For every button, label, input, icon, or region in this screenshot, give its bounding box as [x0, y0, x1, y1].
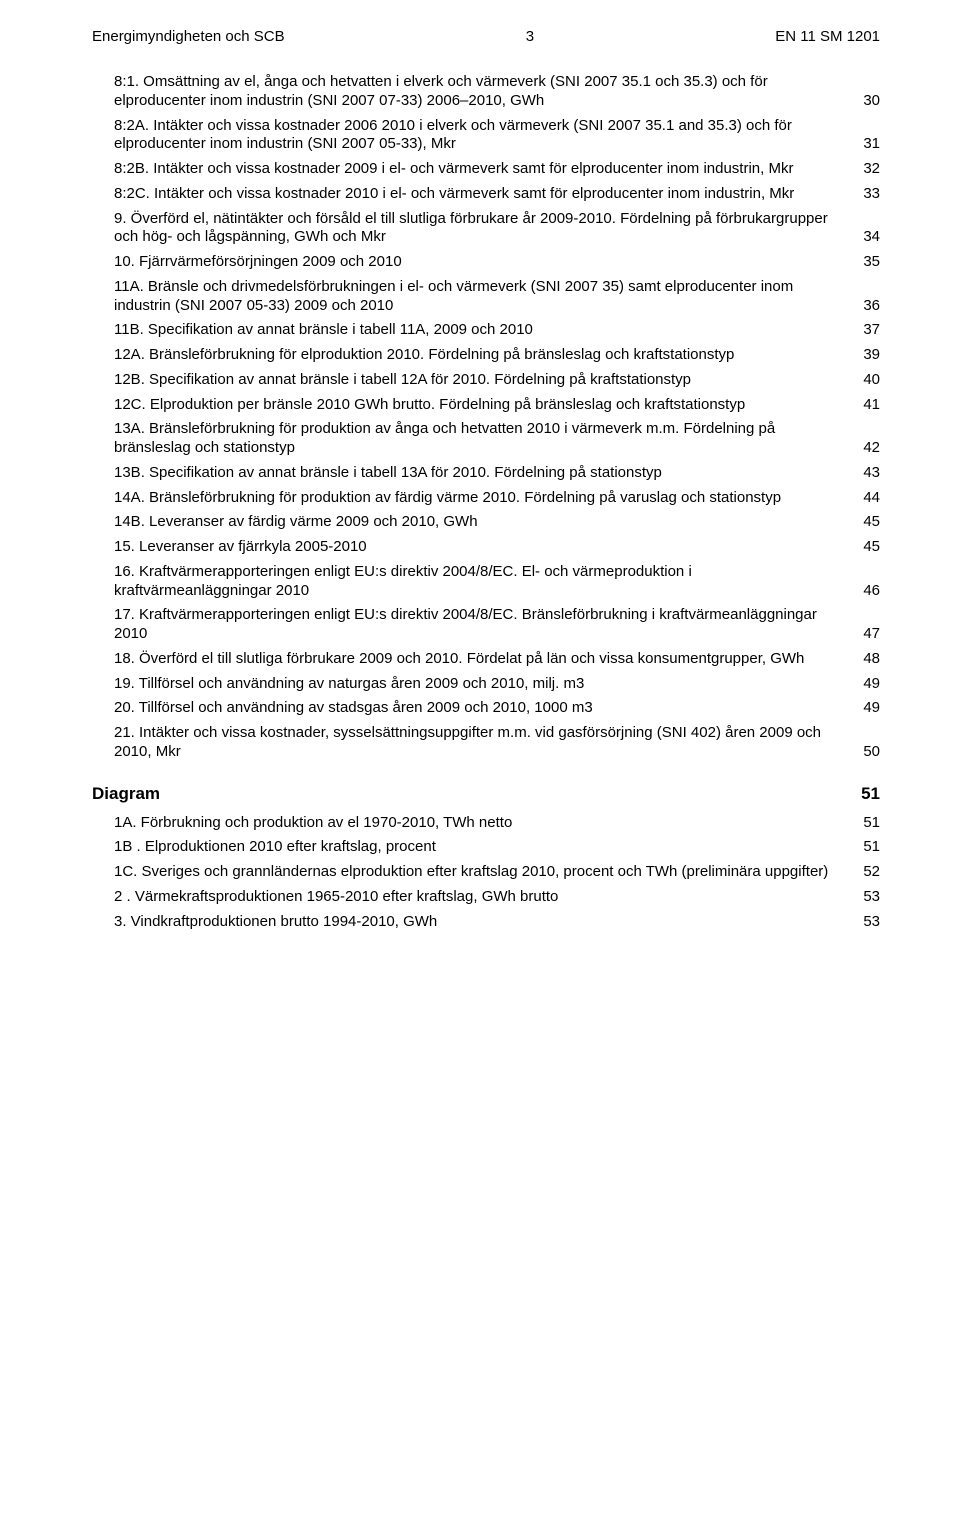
toc-item-row: 14B. Leveranser av färdig värme 2009 och…: [92, 513, 880, 532]
toc-item-page: 45: [853, 513, 880, 532]
toc-item-page: 33: [853, 185, 880, 204]
toc-item-text: 21. Intäkter och vissa kostnader, syssel…: [114, 724, 853, 762]
toc-item-row: 14A. Bränsleförbrukning för produktion a…: [92, 489, 880, 508]
page-container: Energimyndigheten och SCB 3 EN 11 SM 120…: [0, 0, 960, 1517]
header-center: 3: [526, 28, 534, 45]
toc-item-row: 8:1. Omsättning av el, ånga och hetvatte…: [92, 73, 880, 111]
toc-item-text: 8:2A. Intäkter och vissa kostnader 2006 …: [114, 117, 853, 155]
toc-item-row: 11A. Bränsle och drivmedelsförbrukningen…: [92, 278, 880, 316]
toc-list: 8:1. Omsättning av el, ånga och hetvatte…: [92, 73, 880, 762]
toc-item-text: 8:2B. Intäkter och vissa kostnader 2009 …: [114, 160, 853, 179]
toc-item-text: 19. Tillförsel och användning av naturga…: [114, 675, 853, 694]
toc-item-text: 16. Kraftvärmerapporteringen enligt EU:s…: [114, 563, 853, 601]
diagram-item-text: 1A. Förbrukning och produktion av el 197…: [114, 814, 853, 833]
toc-item-text: 18. Överförd el till slutliga förbrukare…: [114, 650, 853, 669]
toc-item-row: 13A. Bränsleförbrukning för produktion a…: [92, 420, 880, 458]
toc-item-page: 30: [853, 92, 880, 111]
toc-item-page: 39: [853, 346, 880, 365]
diagram-item-page: 53: [853, 888, 880, 907]
toc-item-page: 41: [853, 396, 880, 415]
toc-item-page: 50: [853, 743, 880, 762]
diagram-item-row: 1A. Förbrukning och produktion av el 197…: [92, 814, 880, 833]
toc-item-row: 17. Kraftvärmerapporteringen enligt EU:s…: [92, 606, 880, 644]
toc-item-page: 42: [853, 439, 880, 458]
toc-item-row: 12A. Bränsleförbrukning för elproduktion…: [92, 346, 880, 365]
diagram-item-page: 51: [853, 814, 880, 833]
toc-item-text: 9. Överförd el, nätintäkter och försåld …: [114, 210, 853, 248]
diagram-item-row: 2 . Värmekraftsproduktionen 1965-2010 ef…: [92, 888, 880, 907]
toc-item-text: 10. Fjärrvärmeförsörjningen 2009 och 201…: [114, 253, 853, 272]
toc-item-text: 8:1. Omsättning av el, ånga och hetvatte…: [114, 73, 853, 111]
diagram-item-page: 51: [853, 838, 880, 857]
diagram-item-page: 52: [853, 863, 880, 882]
toc-item-page: 49: [853, 675, 880, 694]
toc-item-row: 8:2C. Intäkter och vissa kostnader 2010 …: [92, 185, 880, 204]
diagram-item-text: 1C. Sveriges och grannländernas elproduk…: [114, 863, 853, 882]
header-right: EN 11 SM 1201: [775, 28, 880, 45]
toc-item-row: 8:2A. Intäkter och vissa kostnader 2006 …: [92, 117, 880, 155]
diagram-item-page: 53: [853, 913, 880, 932]
diagram-toc-list: 1A. Förbrukning och produktion av el 197…: [92, 814, 880, 932]
toc-item-row: 12C. Elproduktion per bränsle 2010 GWh b…: [92, 396, 880, 415]
toc-item-page: 35: [853, 253, 880, 272]
toc-item-text: 11A. Bränsle och drivmedelsförbrukningen…: [114, 278, 853, 316]
toc-item-text: 11B. Specifikation av annat bränsle i ta…: [114, 321, 853, 340]
toc-item-row: 21. Intäkter och vissa kostnader, syssel…: [92, 724, 880, 762]
toc-item-text: 14B. Leveranser av färdig värme 2009 och…: [114, 513, 853, 532]
toc-item-page: 47: [853, 625, 880, 644]
page-header: Energimyndigheten och SCB 3 EN 11 SM 120…: [92, 28, 880, 45]
toc-item-page: 40: [853, 371, 880, 390]
toc-item-text: 20. Tillförsel och användning av stadsga…: [114, 699, 853, 718]
toc-item-page: 44: [853, 489, 880, 508]
toc-item-text: 13A. Bränsleförbrukning för produktion a…: [114, 420, 853, 458]
toc-item-row: 11B. Specifikation av annat bränsle i ta…: [92, 321, 880, 340]
diagram-heading-page: 51: [851, 784, 880, 804]
header-left: Energimyndigheten och SCB: [92, 28, 285, 45]
toc-item-page: 37: [853, 321, 880, 340]
toc-item-page: 34: [853, 228, 880, 247]
diagram-item-text: 2 . Värmekraftsproduktionen 1965-2010 ef…: [114, 888, 853, 907]
toc-item-row: 19. Tillförsel och användning av naturga…: [92, 675, 880, 694]
toc-item-text: 8:2C. Intäkter och vissa kostnader 2010 …: [114, 185, 853, 204]
toc-item-row: 8:2B. Intäkter och vissa kostnader 2009 …: [92, 160, 880, 179]
toc-item-row: 18. Överförd el till slutliga förbrukare…: [92, 650, 880, 669]
toc-item-row: 20. Tillförsel och användning av stadsga…: [92, 699, 880, 718]
toc-item-row: 10. Fjärrvärmeförsörjningen 2009 och 201…: [92, 253, 880, 272]
diagram-item-text: 1B . Elproduktionen 2010 efter kraftslag…: [114, 838, 853, 857]
toc-item-row: 16. Kraftvärmerapporteringen enligt EU:s…: [92, 563, 880, 601]
diagram-heading-text: Diagram: [92, 784, 851, 804]
toc-item-text: 12A. Bränsleförbrukning för elproduktion…: [114, 346, 853, 365]
toc-item-page: 49: [853, 699, 880, 718]
toc-item-page: 45: [853, 538, 880, 557]
toc-item-text: 13B. Specifikation av annat bränsle i ta…: [114, 464, 853, 483]
toc-item-row: 12B. Specifikation av annat bränsle i ta…: [92, 371, 880, 390]
toc-item-page: 31: [853, 135, 880, 154]
toc-item-text: 12B. Specifikation av annat bränsle i ta…: [114, 371, 853, 390]
diagram-section-heading: Diagram 51: [92, 784, 880, 804]
toc-item-text: 12C. Elproduktion per bränsle 2010 GWh b…: [114, 396, 853, 415]
diagram-item-row: 1B . Elproduktionen 2010 efter kraftslag…: [92, 838, 880, 857]
toc-item-page: 43: [853, 464, 880, 483]
toc-item-text: 15. Leveranser av fjärrkyla 2005-2010: [114, 538, 853, 557]
diagram-item-row: 1C. Sveriges och grannländernas elproduk…: [92, 863, 880, 882]
toc-item-page: 36: [853, 297, 880, 316]
toc-item-page: 32: [853, 160, 880, 179]
diagram-item-row: 3. Vindkraftproduktionen brutto 1994-201…: [92, 913, 880, 932]
toc-item-row: 9. Överförd el, nätintäkter och försåld …: [92, 210, 880, 248]
toc-item-row: 15. Leveranser av fjärrkyla 2005-201045: [92, 538, 880, 557]
toc-item-text: 14A. Bränsleförbrukning för produktion a…: [114, 489, 853, 508]
toc-item-page: 48: [853, 650, 880, 669]
toc-item-text: 17. Kraftvärmerapporteringen enligt EU:s…: [114, 606, 853, 644]
toc-item-page: 46: [853, 582, 880, 601]
diagram-item-text: 3. Vindkraftproduktionen brutto 1994-201…: [114, 913, 853, 932]
toc-item-row: 13B. Specifikation av annat bränsle i ta…: [92, 464, 880, 483]
